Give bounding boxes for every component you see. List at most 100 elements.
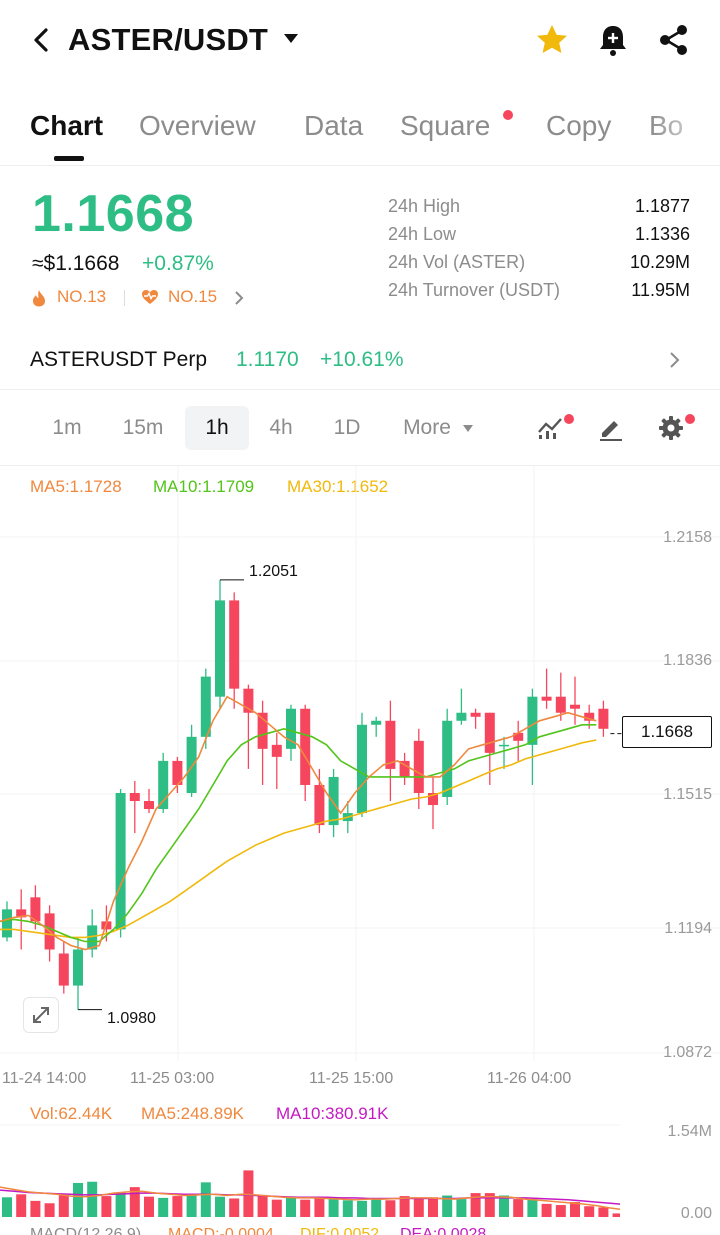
candle-body xyxy=(115,792,126,930)
ma5-line xyxy=(0,695,597,951)
volume-bar xyxy=(584,1206,595,1217)
star-icon[interactable] xyxy=(534,22,570,58)
volume-bar xyxy=(399,1196,410,1217)
candle-body xyxy=(30,897,41,922)
rank-hot[interactable]: NO.13 xyxy=(57,287,107,306)
rank-popular[interactable]: NO.15 xyxy=(168,287,218,306)
volume-y-tick-label: 0.00 xyxy=(680,1205,712,1222)
y-tick-label: 1.1194 xyxy=(664,920,712,937)
candle-body xyxy=(470,712,481,717)
candle-body xyxy=(314,784,325,826)
interval-bar: 1m 15m 1h 4h 1D More xyxy=(0,390,720,466)
x-tick-label: 11-25 03:00 xyxy=(130,1070,215,1087)
volume-bar xyxy=(413,1197,424,1217)
bell-plus-icon[interactable] xyxy=(595,22,631,58)
stat-24h-low-label: 24h Low xyxy=(388,224,457,244)
candle-body xyxy=(555,696,566,713)
caret-down-icon[interactable] xyxy=(463,425,473,432)
candle-body xyxy=(257,712,268,749)
volume-bar xyxy=(144,1196,154,1217)
perp-row[interactable]: ASTERUSDT Perp 1.1170 +10.61% xyxy=(0,330,720,390)
macd-legend-title: MACD(12,26,9) xyxy=(30,1226,142,1235)
volume-bar xyxy=(442,1195,453,1217)
volume-bar xyxy=(598,1207,609,1217)
candle-body xyxy=(243,688,254,713)
candle-body xyxy=(73,949,83,986)
tab-square[interactable]: Square xyxy=(400,110,491,141)
interval-4h[interactable]: 4h xyxy=(269,416,293,439)
macd-legend-dea: DEA:0.0028 xyxy=(400,1226,487,1235)
expand-icon xyxy=(33,1007,49,1023)
volume-bar xyxy=(428,1197,438,1217)
candle-body xyxy=(129,792,140,802)
candle-body xyxy=(513,732,524,741)
candle-body xyxy=(87,925,98,950)
volume-bar xyxy=(101,1196,112,1217)
candle-body xyxy=(584,712,595,721)
volume-bar xyxy=(44,1203,55,1217)
pencil-icon[interactable] xyxy=(598,415,624,441)
candlestick-chart[interactable] xyxy=(0,466,720,1066)
candle-body xyxy=(598,708,609,729)
chevron-right-icon[interactable] xyxy=(233,290,245,306)
volume-bar xyxy=(484,1193,495,1217)
candle-body xyxy=(229,600,240,689)
volume-ma10-legend: MA10:380.91K xyxy=(276,1104,389,1123)
gear-icon[interactable] xyxy=(658,415,684,441)
volume-bar xyxy=(314,1197,325,1217)
candle-body xyxy=(442,720,453,798)
heart-pulse-icon xyxy=(142,290,158,304)
volume-bar xyxy=(286,1197,296,1217)
volume-ma5-line xyxy=(0,1186,620,1210)
chevron-right-icon[interactable] xyxy=(668,350,682,370)
interval-1h[interactable]: 1h xyxy=(185,406,249,450)
candle-body xyxy=(484,712,495,753)
share-icon[interactable] xyxy=(656,22,692,58)
interval-1d[interactable]: 1D xyxy=(333,416,361,439)
fire-icon xyxy=(33,290,45,307)
tab-copy[interactable]: Copy xyxy=(546,110,612,141)
candle-body xyxy=(2,909,12,938)
candle-body xyxy=(541,696,552,701)
section-tabs: Chart Overview Data Square Copy Bo xyxy=(0,100,720,166)
interval-more[interactable]: More xyxy=(403,416,451,439)
ma5-legend: MA5:1.1728 xyxy=(30,477,122,496)
usd-price: ≈$1.1668 xyxy=(32,252,120,275)
volume-bar xyxy=(200,1182,211,1217)
tab-chart[interactable]: Chart xyxy=(30,110,104,141)
volume-bar xyxy=(470,1193,481,1217)
candle-body xyxy=(527,696,538,745)
interval-1m[interactable]: 1m xyxy=(52,416,82,439)
candle-body xyxy=(58,953,69,986)
expand-chart-button[interactable] xyxy=(23,997,59,1033)
price-change: +0.87% xyxy=(142,252,214,275)
candle-body xyxy=(413,740,424,793)
volume-y-tick-label: 1.54M xyxy=(667,1123,712,1140)
indicator-icon[interactable] xyxy=(536,414,566,440)
tab-overview[interactable]: Overview xyxy=(139,110,256,141)
y-tick-label: 1.2158 xyxy=(663,529,712,546)
stat-24h-vol-value: 10.29M xyxy=(629,252,690,272)
tab-data[interactable]: Data xyxy=(304,110,364,141)
caret-down-icon[interactable] xyxy=(284,34,298,43)
x-tick-label: 11-26 04:00 xyxy=(487,1070,572,1087)
stat-24h-low-value: 1.1336 xyxy=(634,224,690,244)
candle-body xyxy=(428,792,438,806)
ma30-line xyxy=(0,739,597,939)
square-notification-dot xyxy=(503,110,513,120)
interval-15m[interactable]: 15m xyxy=(122,416,164,439)
candle-body xyxy=(286,708,296,749)
pair-title[interactable]: ASTER/USDT xyxy=(68,22,269,57)
back-arrow-icon[interactable] xyxy=(28,22,56,58)
candle-body xyxy=(215,600,225,697)
volume-bar xyxy=(30,1200,41,1217)
volume-bar xyxy=(186,1194,197,1217)
volume-bar xyxy=(87,1181,98,1217)
perp-price: 1.1170 xyxy=(236,348,299,371)
stat-24h-vol-label: 24h Vol (ASTER) xyxy=(388,252,526,272)
high-price-label: 1.2051 xyxy=(249,563,298,580)
y-tick-label: 1.0872 xyxy=(663,1044,712,1061)
volume-bar xyxy=(215,1196,225,1217)
volume-chart[interactable] xyxy=(0,1092,620,1220)
volume-bar xyxy=(73,1182,83,1217)
